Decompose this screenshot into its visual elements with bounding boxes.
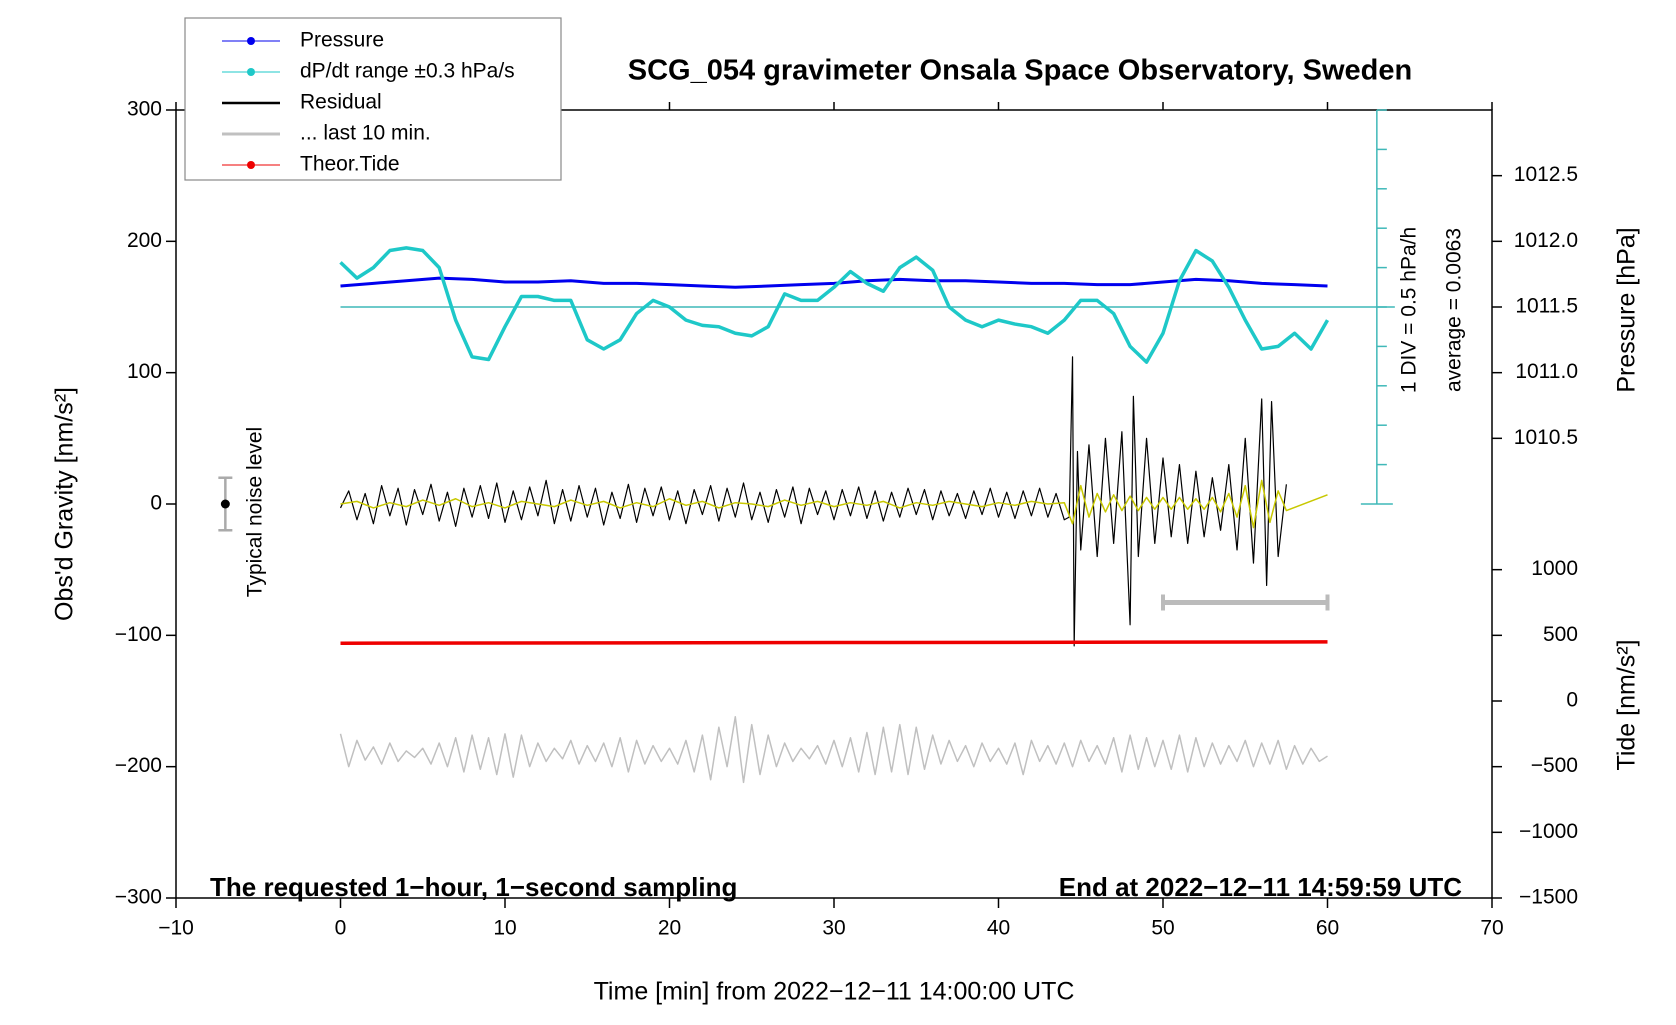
series-line xyxy=(340,479,1328,529)
series-line xyxy=(339,356,1287,647)
x-tick-label: 20 xyxy=(658,917,681,940)
y-axis-label: Obs'd Gravity [nm/s²] xyxy=(51,387,79,621)
series-line xyxy=(340,276,1328,289)
y2-tick-label: 1012.0 xyxy=(1514,229,1578,252)
y2-tick-label: 1012.5 xyxy=(1514,163,1578,186)
x-tick-label: 30 xyxy=(822,917,845,940)
y-tick-label: 100 xyxy=(127,360,162,383)
y3-tick-label: −500 xyxy=(1531,754,1578,777)
legend-label: Pressure xyxy=(300,29,384,52)
annotation: The requested 1−hour, 1−second sampling xyxy=(210,872,737,902)
series-line xyxy=(340,640,1328,645)
x-tick-label: 50 xyxy=(1151,917,1174,940)
x-tick-label: 70 xyxy=(1480,917,1503,940)
legend-marker xyxy=(247,37,255,45)
chart-title: SCG_054 gravimeter Onsala Space Observat… xyxy=(628,55,1412,87)
annotation: 1 DIV = 0.5 hPa/h xyxy=(1398,227,1421,393)
series-line xyxy=(339,716,1328,784)
annotation: End at 2022−12−11 14:59:59 UTC xyxy=(1059,872,1462,902)
y2-axis-label: Pressure [hPa] xyxy=(1613,227,1641,392)
annotation: average = 0.0063 xyxy=(1443,228,1466,392)
legend-marker xyxy=(247,161,255,169)
x-axis-label: Time [min] from 2022−12−11 14:00:00 UTC xyxy=(594,978,1075,1006)
legend-label: ... last 10 min. xyxy=(300,122,431,145)
legend: Pressure dP/dt range ±0.3 hPa/s Residual..… xyxy=(184,17,562,181)
legend-label: dP/dt range ±0.3 hPa/s xyxy=(300,60,515,83)
y-tick-label: 300 xyxy=(127,98,162,121)
annotation: Typical noise level xyxy=(244,427,267,597)
legend-label: Residual xyxy=(300,91,382,114)
y3-tick-label: 1000 xyxy=(1531,557,1578,580)
y3-tick-label: −1000 xyxy=(1519,820,1578,843)
y-tick-label: −100 xyxy=(115,623,162,646)
legend-box xyxy=(184,17,562,181)
y-tick-label: 200 xyxy=(127,229,162,252)
y2-tick-label: 1011.0 xyxy=(1515,360,1578,383)
x-tick-label: 10 xyxy=(493,917,516,940)
x-tick-label: 40 xyxy=(987,917,1010,940)
x-tick-label: 60 xyxy=(1316,917,1339,940)
y3-tick-label: −1500 xyxy=(1519,886,1578,909)
y-tick-label: −200 xyxy=(115,754,162,777)
noise-point xyxy=(220,499,230,509)
x-tick-label: 0 xyxy=(335,917,347,940)
y-tick-label: −300 xyxy=(115,886,162,909)
x-tick-label: −10 xyxy=(158,917,194,940)
legend-marker xyxy=(247,68,255,76)
y3-tick-label: 0 xyxy=(1566,689,1578,712)
legend-label: Theor.Tide xyxy=(300,153,400,176)
series-line xyxy=(339,246,1330,364)
y2-tick-label: 1011.5 xyxy=(1515,295,1578,318)
y-tick-label: 0 xyxy=(150,492,162,515)
y2-tick-label: 1010.5 xyxy=(1514,426,1578,449)
y3-tick-label: 500 xyxy=(1543,623,1578,646)
y3-axis-label: Tide [nm/s²] xyxy=(1613,639,1641,770)
